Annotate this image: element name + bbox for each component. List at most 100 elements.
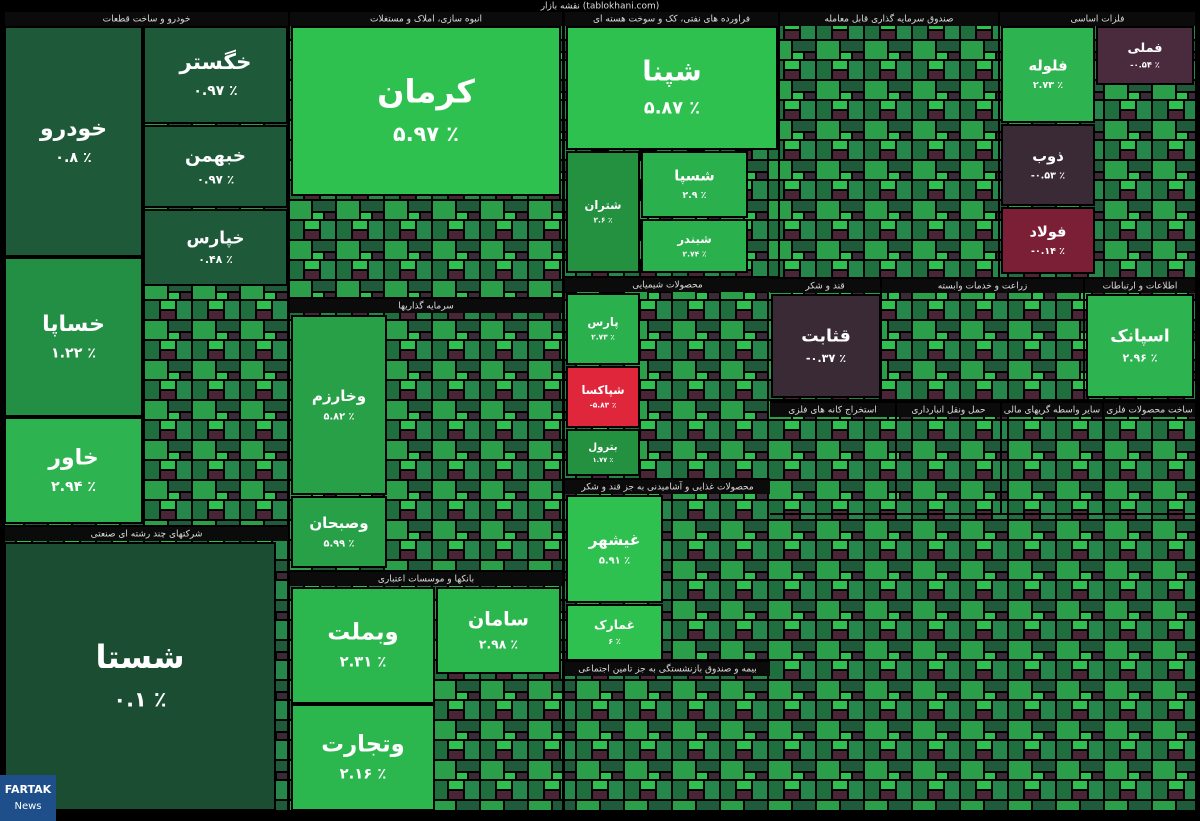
tile-symbol: غمارک [594,618,635,632]
tile-change: ۵.۹۹ ٪ [324,538,355,549]
tile-symbol: شپاکسا [581,383,624,397]
tile [4,542,276,811]
tile-change: ۲.۹۴ ٪ [51,479,96,495]
tile [1096,26,1194,85]
tile-symbol: خپارس [186,227,244,248]
tile-change: -۵.۸۳ ٪ [590,401,617,410]
sector-header [770,279,880,293]
sector-name: فلزات اساسی [1071,15,1125,25]
sector-name: صندوق سرمایه گذاری قابل معامله [824,13,953,25]
sector-header [1085,279,1195,293]
map-title: نقشه بازار (tablokhani.com) [540,2,660,12]
sector-name: بانکها و موسسات اعتباری [378,575,474,585]
sector-name: محصولات غذایی و آشامیدنی به جز قند و شکر [580,481,754,493]
tile-change: ۰.۱ ٪ [113,688,166,712]
sector-area [897,417,1000,513]
sector-header [770,403,895,417]
sector-header [882,279,1083,293]
sector-header [290,299,562,313]
tile-symbol: خساپا [42,312,105,337]
tile [291,26,561,196]
tile [291,587,435,704]
tile-symbol: خاور [47,445,98,470]
tile-symbol: پارس [587,315,618,329]
badge-line1: FARTAK [5,783,52,796]
tile-change: ۲.۷۴ ٪ [683,250,707,259]
tile-symbol: وتجارت [321,732,404,758]
tile-symbol: شستا [95,638,184,676]
tile-symbol: بترول [588,442,617,453]
tile-change: ۱.۷۷ ٪ [593,456,614,464]
tile-symbol: وخارزم [312,387,366,405]
sector-header [565,278,770,292]
tile [641,219,748,273]
tile [143,209,288,286]
tile [291,704,435,811]
tile-change: -۰.۵۳ ٪ [1031,171,1065,182]
tile-change: ۶ ٪ [608,637,621,646]
sector-name: فراورده های نفتی، کک و سوخت هسته ای [593,15,750,25]
sector-name: انبوه سازی، املاک و مستغلات [370,14,482,25]
sector-header [1002,403,1102,417]
tile-change: ۲.۷۳ ٪ [591,333,615,342]
sector-area [780,26,998,277]
tile [1001,124,1095,206]
tile [291,315,387,495]
tile-change: ۰.۸ ٪ [55,150,91,166]
tile [1001,26,1095,123]
sector-name: شرکتهای چند رشته ای صنعتی [91,530,203,540]
tile [143,26,288,124]
sector-name: استخراج کانه های فلزی [788,406,877,416]
tile [291,496,387,568]
sector-area [770,417,895,513]
tile-change: -۰.۵۴ ٪ [1130,60,1160,70]
tile-symbol: شپنا [642,56,701,87]
tile-change: ۵.۸۲ ٪ [324,411,355,422]
tile-symbol: اسپانک [1110,326,1169,347]
sector-name: حمل ونقل انبارداری [911,406,985,416]
sector-header [565,12,778,26]
tile-change: ۲.۹۶ ٪ [1123,352,1158,365]
sector-header [1104,403,1195,417]
tile [566,366,640,428]
tile-change: ۵.۹۱ ٪ [599,555,630,566]
sector-name: زراعت و خدمات وابسته [938,282,1028,292]
tile-symbol: وبملت [327,620,398,646]
tile [566,604,663,661]
tile-change: ۲.۶ ٪ [593,216,613,225]
tile-change: ۵.۸۷ ٪ [644,98,700,118]
sector-area [882,293,1083,401]
tile [566,293,640,365]
tile [436,587,561,674]
tile-change: ۲.۱۶ ٪ [340,766,387,783]
tile [641,151,748,218]
tile [4,257,143,417]
tile-symbol: ذوب [1032,148,1064,165]
tile-symbol: فملی [1127,41,1162,56]
tile-symbol: فولاد [1030,223,1067,240]
tile [566,151,640,273]
tile [143,125,288,208]
sector-name: ساخت محصولات فلزی [1106,406,1192,416]
tile-symbol: فلوله [1028,57,1067,74]
sector-name: قند و شکر [804,282,844,292]
tile-symbol: سامان [468,609,529,631]
sector-header [5,527,288,541]
sector-name: بیمه و صندوق بازنشستگی به جز تامین اجتما… [578,663,756,675]
tile-symbol: کرمان [377,72,475,110]
sector-header [565,480,770,494]
tile [4,417,143,524]
tile-change: -۰.۱۴ ٪ [1031,246,1065,257]
tile-symbol: شتران [585,198,622,212]
tile-change: ۲.۹ ٪ [682,190,706,201]
tile-symbol: غیشهر [588,531,641,549]
sector-name: سایر واسطه گریهای مالی [1004,404,1100,416]
tile-change: ۰.۹۷ ٪ [193,83,237,99]
badge-line2: News [14,801,41,812]
sector-area [565,676,770,810]
sector-header [5,12,288,26]
tile [4,26,143,257]
tile [1001,207,1095,274]
badge [0,775,56,821]
